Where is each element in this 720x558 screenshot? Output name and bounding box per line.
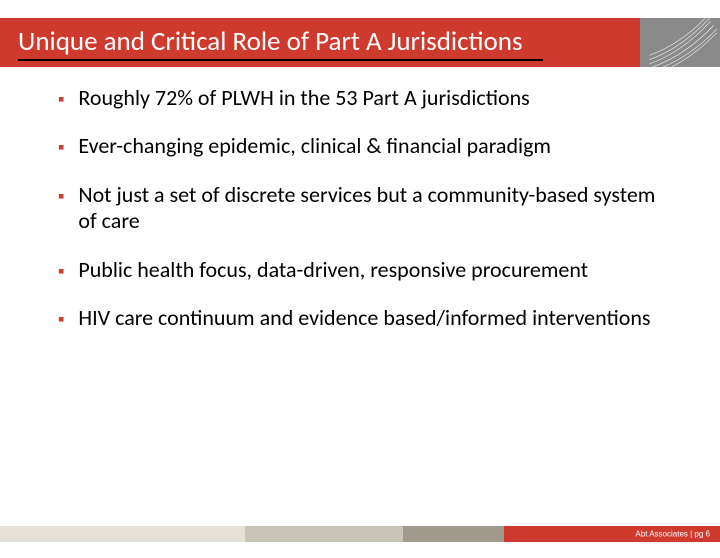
bullet-text: Roughly 72% of PLWH in the 53 Part A jur… (78, 85, 529, 111)
title-red-block: Unique and Critical Role of Part A Juris… (0, 18, 640, 67)
slide-title: Unique and Critical Role of Part A Juris… (18, 26, 543, 61)
title-graphic (640, 18, 720, 67)
bullet-marker-icon: ▪ (58, 136, 64, 159)
bullet-item: ▪ HIV care continuum and evidence based/… (58, 305, 678, 331)
content-area: ▪ Roughly 72% of PLWH in the 53 Part A j… (0, 67, 720, 331)
arc-lines-icon (640, 18, 720, 67)
bullet-item: ▪ Ever-changing epidemic, clinical & fin… (58, 133, 678, 159)
footer-text: Abt Associates | pg 6 (635, 530, 710, 539)
bullet-text: Public health focus, data-driven, respon… (78, 257, 588, 283)
bullet-text: Ever-changing epidemic, clinical & finan… (78, 133, 551, 159)
bullet-item: ▪ Not just a set of discrete services bu… (58, 182, 678, 235)
bullet-text: Not just a set of discrete services but … (78, 182, 678, 235)
bullet-marker-icon: ▪ (58, 260, 64, 283)
title-bar: Unique and Critical Role of Part A Juris… (0, 18, 720, 67)
bullet-marker-icon: ▪ (58, 185, 64, 208)
bullet-marker-icon: ▪ (58, 308, 64, 331)
bullet-item: ▪ Roughly 72% of PLWH in the 53 Part A j… (58, 85, 678, 111)
bullet-text: HIV care continuum and evidence based/in… (78, 305, 650, 331)
bullet-item: ▪ Public health focus, data-driven, resp… (58, 257, 678, 283)
bullet-marker-icon: ▪ (58, 88, 64, 111)
